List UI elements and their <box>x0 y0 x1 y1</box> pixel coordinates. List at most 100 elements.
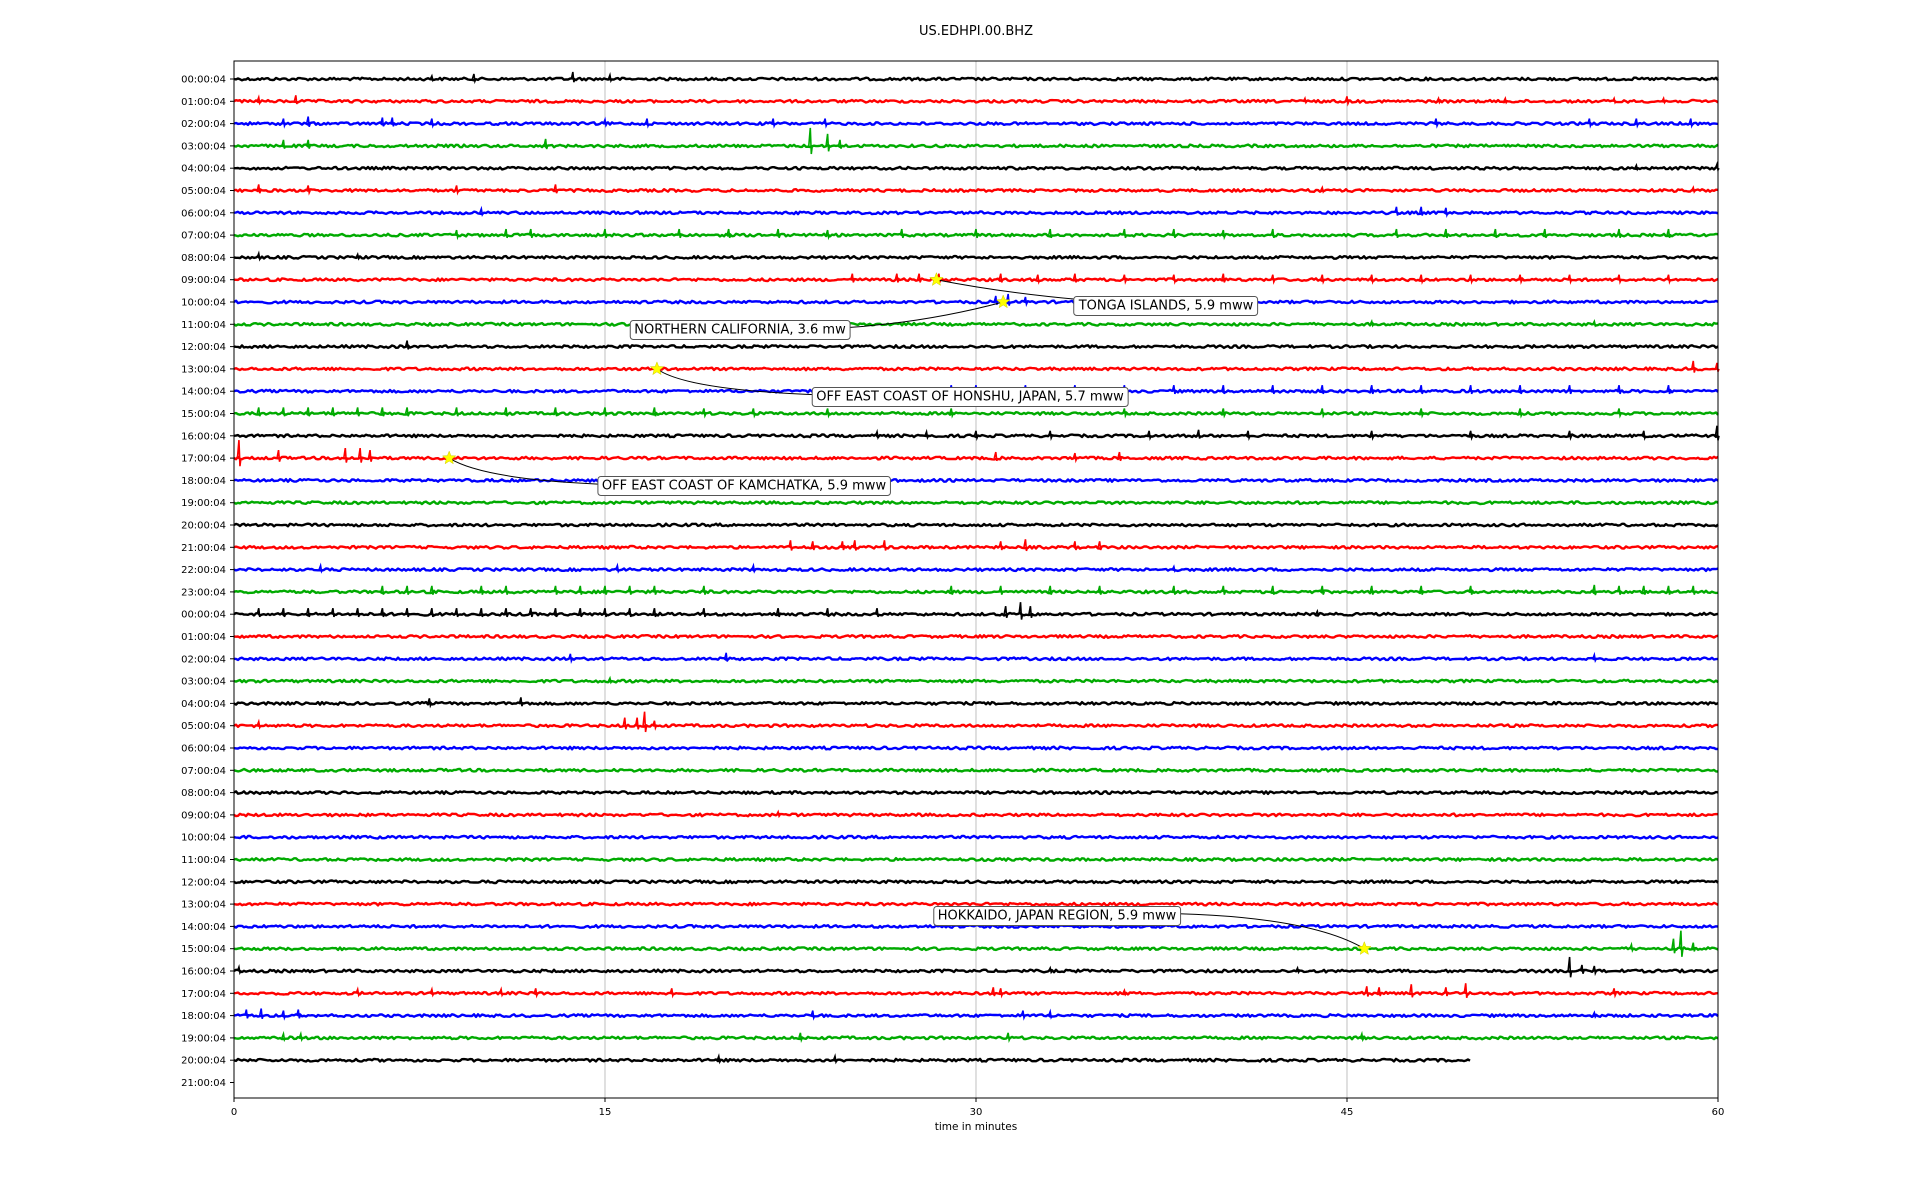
trace-spike <box>1592 965 1598 977</box>
trace-spike <box>1666 228 1672 239</box>
trace-spike <box>1023 539 1029 552</box>
y-tick-label: 01:00:04 <box>181 632 226 643</box>
trace-spike <box>256 94 262 106</box>
y-tick-label: 19:00:04 <box>181 1033 226 1044</box>
trace-spike <box>1047 585 1053 595</box>
trace-spike <box>1221 385 1227 395</box>
trace-spike <box>1443 228 1449 239</box>
trace-line <box>233 500 1719 506</box>
trace-spike <box>1592 318 1597 328</box>
trace-spike <box>1468 274 1474 285</box>
trace-spike <box>1567 274 1573 285</box>
trace-line <box>233 1057 1471 1063</box>
y-tick-label: 05:00:04 <box>181 186 226 197</box>
trace-spike <box>627 585 633 595</box>
trace-spike <box>1587 118 1593 129</box>
trace-line <box>233 790 1719 796</box>
trace-spike <box>1376 987 1382 997</box>
trace-spike <box>825 229 831 241</box>
y-tick-label: 16:00:04 <box>181 431 226 442</box>
trace-line <box>233 455 1719 461</box>
trace-spike <box>553 184 559 194</box>
x-axis-label: time in minutes <box>935 1121 1017 1133</box>
trace-spike <box>1221 585 1227 595</box>
trace-spike <box>1221 408 1227 419</box>
trace-spike <box>355 986 361 998</box>
trace-spike <box>298 1030 304 1043</box>
trace-line <box>233 1035 1719 1041</box>
trace-spike <box>357 447 363 463</box>
trace-spike <box>570 71 576 83</box>
trace-spike <box>404 340 410 350</box>
trace-spike <box>1641 585 1647 595</box>
y-tick-label: 06:00:04 <box>181 208 226 219</box>
trace-spike <box>1018 602 1024 620</box>
chart-title: US.EDHPI.00.BHZ <box>919 24 1033 39</box>
trace-spike <box>1171 585 1177 595</box>
trace-spike <box>810 1010 816 1021</box>
trace-spike <box>652 720 658 731</box>
y-tick-label: 09:00:04 <box>181 810 226 821</box>
trace-spike <box>1678 930 1684 957</box>
y-tick-label: 12:00:04 <box>181 877 226 888</box>
trace-spike <box>1641 430 1647 441</box>
trace-spike <box>1433 118 1439 129</box>
trace-spike <box>577 608 584 618</box>
trace-spike <box>1436 95 1442 105</box>
trace-spike <box>652 585 658 595</box>
trace-spike <box>602 608 608 618</box>
y-tick-label: 00:00:04 <box>181 75 226 86</box>
y-tick-label: 16:00:04 <box>181 967 226 978</box>
trace-spike <box>652 407 658 417</box>
y-tick-label: 23:00:04 <box>181 587 226 598</box>
trace-spike <box>1072 452 1078 464</box>
trace-spike <box>1097 585 1103 595</box>
trace-spike <box>1579 964 1585 974</box>
trace-line <box>233 812 1719 818</box>
trace-spike <box>293 95 299 105</box>
trace-line <box>233 990 1719 996</box>
trace-spike <box>528 608 534 618</box>
trace-spike <box>1611 988 1617 999</box>
trace-line <box>233 656 1719 662</box>
event-label: NORTHERN CALIFORNIA, 3.6 mw <box>634 323 846 338</box>
trace-spike <box>330 608 336 618</box>
trace-spike <box>644 118 650 129</box>
trace-spike <box>1542 228 1548 239</box>
trace-line <box>233 567 1719 573</box>
trace-spike <box>1616 385 1622 395</box>
trace-spike <box>1035 274 1041 285</box>
trace-spike <box>429 73 435 83</box>
trace-spike <box>1567 385 1573 395</box>
event-label-box <box>1073 296 1259 316</box>
trace-spike <box>998 541 1004 551</box>
trace-spike <box>1661 95 1667 105</box>
y-tick-label: 19:00:04 <box>181 498 226 509</box>
trace-spike <box>807 127 814 155</box>
x-tick-labels: 0 15 30 45 60 <box>231 1098 1724 1118</box>
y-tick-label: 20:00:04 <box>181 1056 226 1067</box>
event-annotations: TONGA ISLANDS, 5.9 mww NORTHERN CALIFORNI… <box>441 271 1372 955</box>
trace-spike <box>998 585 1004 595</box>
x-tick-label: 30 <box>970 1107 983 1118</box>
trace-spike <box>1688 118 1694 129</box>
trace-spike <box>751 562 757 574</box>
trace-spike <box>1503 95 1508 105</box>
trace-spike <box>318 562 324 574</box>
trace-spike <box>518 697 524 707</box>
trace-spike <box>1020 1010 1026 1021</box>
trace-spike <box>622 717 628 730</box>
trace-spike <box>1592 651 1598 663</box>
trace-spike <box>1443 987 1449 997</box>
trace-spike <box>874 428 880 440</box>
trace-spike <box>602 116 608 128</box>
trace-spike <box>1270 585 1276 595</box>
trace-spike <box>568 653 574 664</box>
trace-spike <box>1369 318 1375 328</box>
trace-spike <box>1364 986 1370 997</box>
event-label: OFF EAST COAST OF KAMCHATKA, 5.9 mww <box>602 479 887 494</box>
trace-spike <box>1616 274 1622 285</box>
trace-spike <box>503 608 509 618</box>
trace-spike <box>1369 585 1375 595</box>
